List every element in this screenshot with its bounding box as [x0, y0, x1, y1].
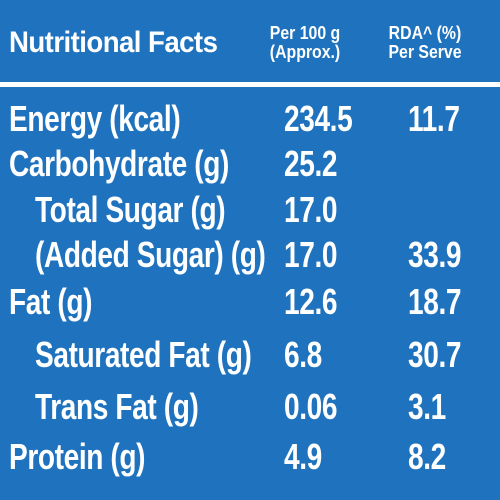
row-value-per-100g: 17.0: [284, 234, 338, 275]
table-title: Nutritional Facts: [9, 26, 218, 59]
row-value-rda: 3.1: [408, 386, 446, 427]
table-row-fat: Fat (g) 12.6 18.7: [0, 279, 500, 325]
row-value-per-100g: 234.5: [284, 98, 353, 139]
table-row-carbohydrate: Carbohydrate (g) 25.2: [0, 141, 500, 187]
column-header-rda: RDA^ (%) Per Serve: [377, 24, 474, 62]
row-value-rda: 30.7: [408, 334, 462, 375]
column-header-per-100g: Per 100 g (Approx.): [257, 24, 354, 62]
row-label: Trans Fat (g): [35, 386, 199, 427]
column-header-per-100g-line1: Per 100 g: [269, 23, 341, 43]
table-row-added-sugar: (Added Sugar) (g) 17.0 33.9: [0, 232, 500, 278]
row-label: Fat (g): [9, 281, 93, 322]
row-value-per-100g: 17.0: [284, 189, 338, 230]
row-value-rda: 11.7: [408, 98, 460, 139]
row-value-per-100g: 4.9: [284, 436, 322, 477]
column-header-rda-line1: RDA^ (%): [388, 23, 462, 43]
table-row-saturated-fat: Saturated Fat (g) 6.8 30.7: [0, 332, 500, 378]
column-header-per-100g-line2: (Approx.): [269, 42, 341, 62]
row-label: Protein (g): [9, 436, 146, 477]
row-label: Saturated Fat (g): [35, 334, 252, 375]
row-label: (Added Sugar) (g): [35, 234, 266, 275]
row-value-rda: 8.2: [408, 436, 446, 477]
table-row-protein: Protein (g) 4.9 8.2: [0, 434, 500, 480]
row-label: Carbohydrate (g): [9, 143, 229, 184]
column-header-rda-line2: Per Serve: [388, 42, 462, 62]
row-value-rda: 18.7: [408, 281, 462, 322]
row-value-per-100g: 25.2: [284, 143, 338, 184]
row-label: Total Sugar (g): [35, 189, 226, 230]
table-row-energy: Energy (kcal) 234.5 11.7: [0, 96, 500, 142]
row-value-per-100g: 6.8: [284, 334, 322, 375]
table-row-total-sugar: Total Sugar (g) 17.0: [0, 187, 500, 233]
table-header: Nutritional Facts Per 100 g (Approx.) RD…: [0, 0, 500, 80]
row-label: Energy (kcal): [9, 98, 181, 139]
row-value-per-100g: 0.06: [284, 386, 338, 427]
row-value-rda: 33.9: [408, 234, 462, 275]
table-row-trans-fat: Trans Fat (g) 0.06 3.1: [0, 384, 500, 430]
row-value-per-100g: 12.6: [284, 281, 338, 322]
header-divider: [0, 82, 500, 87]
